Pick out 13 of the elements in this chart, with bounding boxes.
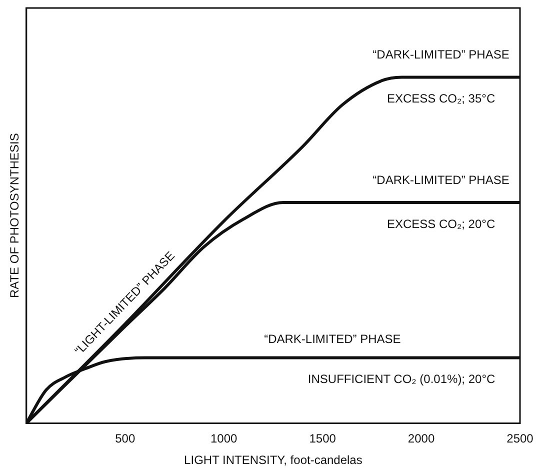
x-tick-label: 2500 <box>506 432 534 446</box>
annotation: INSUFFICIENT CO₂ (0.01%); 20°C <box>308 372 496 386</box>
annotation: “DARK-LIMITED” PHASE <box>372 172 510 187</box>
text: “DARK-LIMITED” PHASE <box>372 48 510 62</box>
x-tick-label: 1000 <box>210 432 238 446</box>
x-tick-label: 2000 <box>408 432 435 446</box>
x-tick-label: 500 <box>115 432 136 446</box>
x-tick-label: 1500 <box>309 432 336 446</box>
annotation: “DARK-LIMITED” PHASE <box>264 332 401 346</box>
y-axis-title: RATE OF PHOTOSYNTHESIS <box>8 133 22 298</box>
annotation: EXCESS CO₂; 20°C <box>386 216 496 231</box>
annotation: EXCESS CO₂; 35°C <box>386 92 496 106</box>
x-axis-title: LIGHT INTENSITY, foot-candelas <box>184 453 362 468</box>
